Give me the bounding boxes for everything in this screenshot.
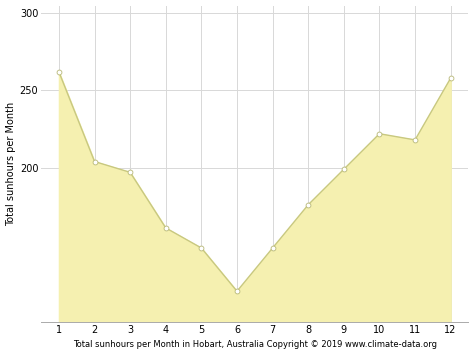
Point xyxy=(269,245,276,251)
Point xyxy=(375,131,383,137)
Point xyxy=(127,169,134,175)
Point xyxy=(162,225,170,231)
Point xyxy=(411,137,419,143)
Point xyxy=(304,202,312,208)
Y-axis label: Total sunhours per Month: Total sunhours per Month xyxy=(6,102,16,226)
Point xyxy=(55,69,63,75)
Point xyxy=(198,245,205,251)
Point xyxy=(447,75,455,81)
Point xyxy=(340,166,347,172)
Point xyxy=(91,159,98,164)
X-axis label: Total sunhours per Month in Hobart, Australia Copyright © 2019 www.climate-data.: Total sunhours per Month in Hobart, Aust… xyxy=(73,340,437,349)
Point xyxy=(233,288,241,294)
